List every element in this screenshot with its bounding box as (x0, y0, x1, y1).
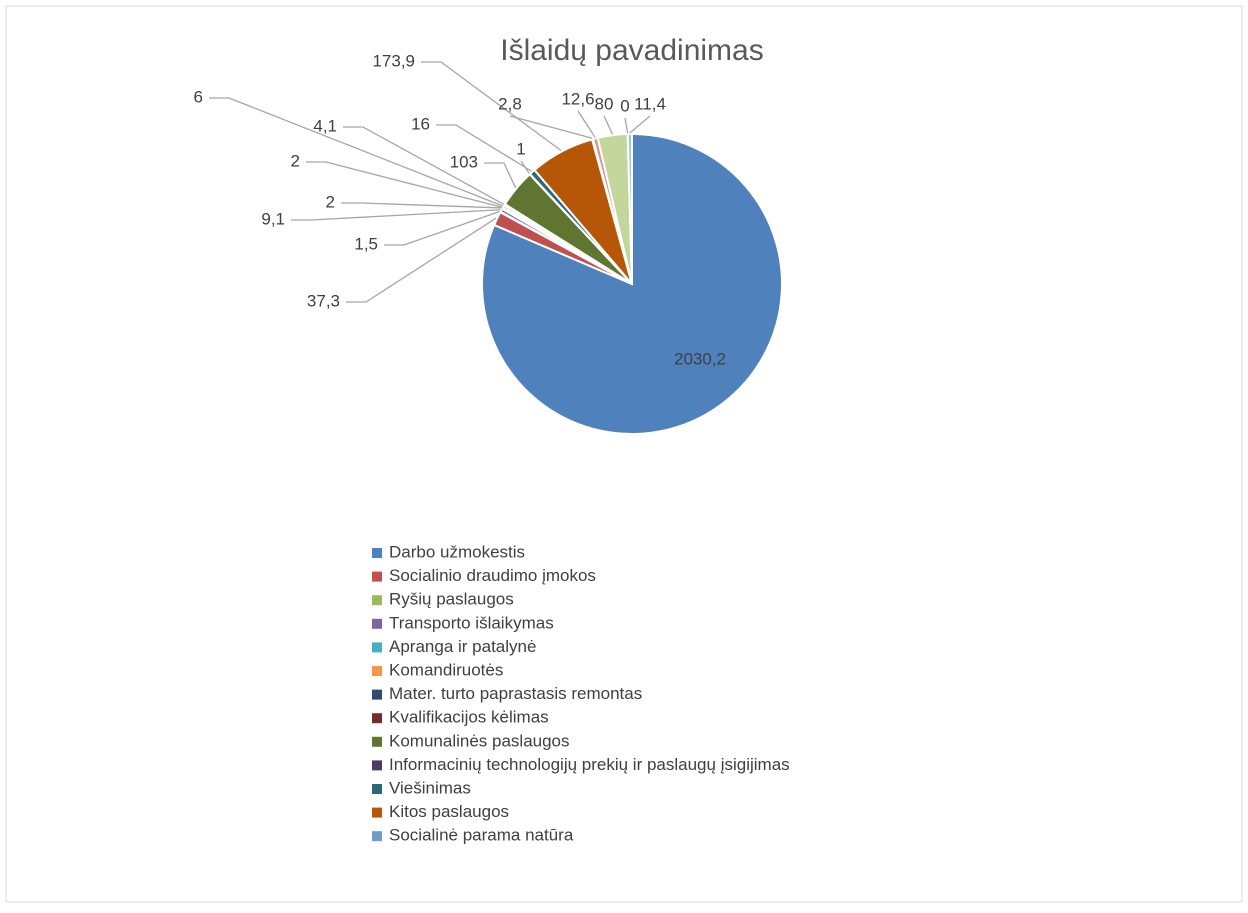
data-label: 37,3 (307, 291, 340, 310)
leader-line (436, 124, 532, 172)
data-label: 12,6 (561, 89, 594, 108)
legend-label: Ryšių paslaugos (389, 590, 514, 609)
data-label: 2 (326, 192, 335, 211)
legend-swatch (372, 595, 382, 606)
legend-label: Komunalinės paslaugos (389, 731, 570, 750)
data-label: 2,8 (498, 94, 522, 113)
legend-swatch (372, 548, 382, 558)
leader-line (484, 162, 517, 189)
legend-swatch (372, 689, 382, 700)
legend-label: Socialinio draudimo įmokos (389, 566, 596, 585)
data-label: 173,9 (372, 51, 415, 70)
data-label: 2030,2 (674, 349, 726, 368)
legend-swatch (372, 784, 382, 794)
leader-line (603, 115, 614, 135)
legend-swatch (372, 713, 382, 724)
data-label: 2 (291, 151, 300, 170)
legend-swatch (372, 831, 382, 842)
legend-label: Socialinė parama natūra (389, 826, 574, 845)
legend-swatch (372, 618, 382, 629)
legend-label: Kitos paslaugos (389, 802, 509, 821)
leader-line (343, 126, 505, 205)
leader-line (509, 115, 593, 139)
legend-label: Darbo užmokestis (389, 542, 525, 561)
leader-line (306, 161, 503, 208)
legend-swatch (372, 760, 382, 771)
data-label: 1 (516, 139, 525, 158)
leader-line (577, 110, 596, 138)
legend-label: Transporto išlaikymas (389, 613, 554, 632)
data-label: 103 (450, 152, 478, 171)
data-label: 11,4 (634, 94, 666, 113)
legend-swatch (372, 736, 382, 747)
data-label: 16 (411, 114, 430, 133)
leader-line (341, 202, 502, 209)
data-label: 1,5 (354, 234, 378, 253)
legend-label: Mater. turto paprastasis remontas (389, 684, 642, 703)
leader-line (209, 97, 503, 207)
data-label: 9,1 (261, 209, 285, 228)
leader-line (421, 61, 562, 152)
data-label: 80 (595, 94, 614, 113)
leader-line (291, 209, 501, 221)
legend-swatch (372, 666, 382, 676)
data-label: 6 (194, 87, 203, 106)
legend-swatch (372, 571, 382, 582)
pie-slice (626, 132, 633, 285)
leader-line (346, 217, 497, 303)
pie-slice (481, 132, 783, 435)
legend-label: Kvalifikacijos kėlimas (389, 708, 549, 727)
data-label: 4,1 (313, 116, 337, 135)
legend-label: Komandiruotės (389, 660, 503, 679)
legend-label: Viešinimas (389, 778, 471, 797)
legend-swatch (372, 642, 382, 653)
leader-line (629, 115, 651, 134)
legend-label: Informacinių technologijų prekių ir pasl… (389, 755, 790, 774)
chart-title: Išlaidų pavadinimas (500, 34, 763, 67)
leader-line (384, 210, 500, 246)
legend-label: Apranga ir patalynė (389, 637, 536, 656)
legend-swatch (372, 807, 382, 818)
data-label: 0 (620, 96, 629, 115)
leader-line (624, 117, 629, 134)
